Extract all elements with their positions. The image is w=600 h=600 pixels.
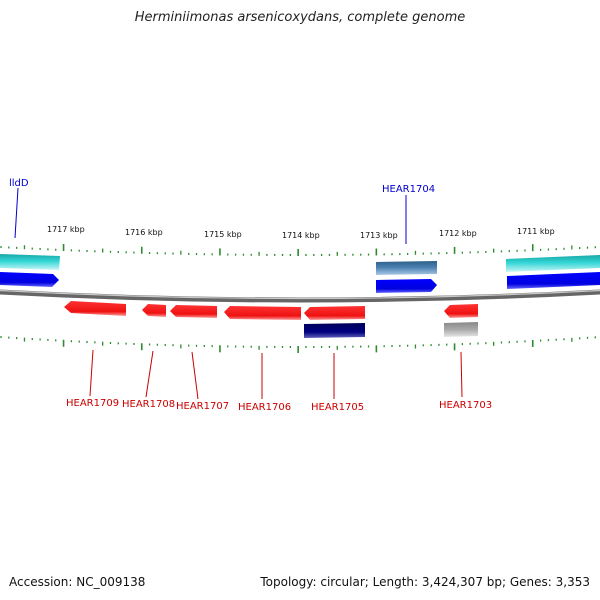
label-HEAR1707[interactable]: HEAR1707 <box>176 401 229 412</box>
label-HEAR1708[interactable]: HEAR1708 <box>122 399 175 410</box>
tick-label-1715: 1715 kbp <box>204 230 242 239</box>
label-HEAR1709[interactable]: HEAR1709 <box>66 398 119 409</box>
callout-lines <box>14 187 463 400</box>
feature-HEAR1708[interactable] <box>142 304 166 317</box>
feature-reverse-gray[interactable] <box>444 322 478 337</box>
feature-forward-blue-mid[interactable] <box>376 279 437 293</box>
feature-HEAR1709[interactable] <box>64 301 126 316</box>
feature-HEAR1706[interactable] <box>224 306 301 320</box>
label-HEAR1706[interactable]: HEAR1706 <box>238 402 291 413</box>
feature-reverse-navy[interactable] <box>304 323 365 338</box>
feature-lldD[interactable] <box>0 254 60 270</box>
label-lldD[interactable]: lldD <box>9 178 29 189</box>
page-title: Herminiimonas arsenicoxydans, complete g… <box>134 10 466 25</box>
scale-labels: 1717 kbp 1716 kbp 1715 kbp 1714 kbp 1713… <box>47 225 555 240</box>
scale-ticks-upper <box>0 244 596 256</box>
genome-summary-text: Topology: circular; Length: 3,424,307 bp… <box>260 575 590 589</box>
label-HEAR1703[interactable]: HEAR1703 <box>439 400 492 411</box>
feature-HEAR1705[interactable] <box>304 306 365 320</box>
label-HEAR1705[interactable]: HEAR1705 <box>311 402 364 413</box>
scale-ticks-lower <box>0 336 596 353</box>
tick-label-1717: 1717 kbp <box>47 225 85 234</box>
label-HEAR1704[interactable]: HEAR1704 <box>382 184 435 195</box>
tick-label-1716: 1716 kbp <box>125 228 163 237</box>
tick-label-1712: 1712 kbp <box>439 229 477 238</box>
accession-text: Accession: NC_009138 <box>9 575 146 589</box>
feature-forward-blue-right[interactable] <box>507 272 600 289</box>
feature-HEAR1704[interactable] <box>376 261 437 275</box>
genome-backbone <box>0 289 600 303</box>
tick-label-1714: 1714 kbp <box>282 231 320 240</box>
feature-forward-blue-left[interactable] <box>0 272 59 287</box>
feature-labels: lldD HEAR1704 HEAR1709 HEAR1708 HEAR1707… <box>9 178 492 413</box>
feature-HEAR1707[interactable] <box>170 305 217 318</box>
forward-features <box>0 254 600 293</box>
reverse-features <box>64 301 478 338</box>
feature-HEAR1703[interactable] <box>444 304 478 318</box>
tick-label-1713: 1713 kbp <box>360 231 398 240</box>
tick-label-1711: 1711 kbp <box>517 227 555 236</box>
feature-forward-cyan-right[interactable] <box>506 255 600 272</box>
